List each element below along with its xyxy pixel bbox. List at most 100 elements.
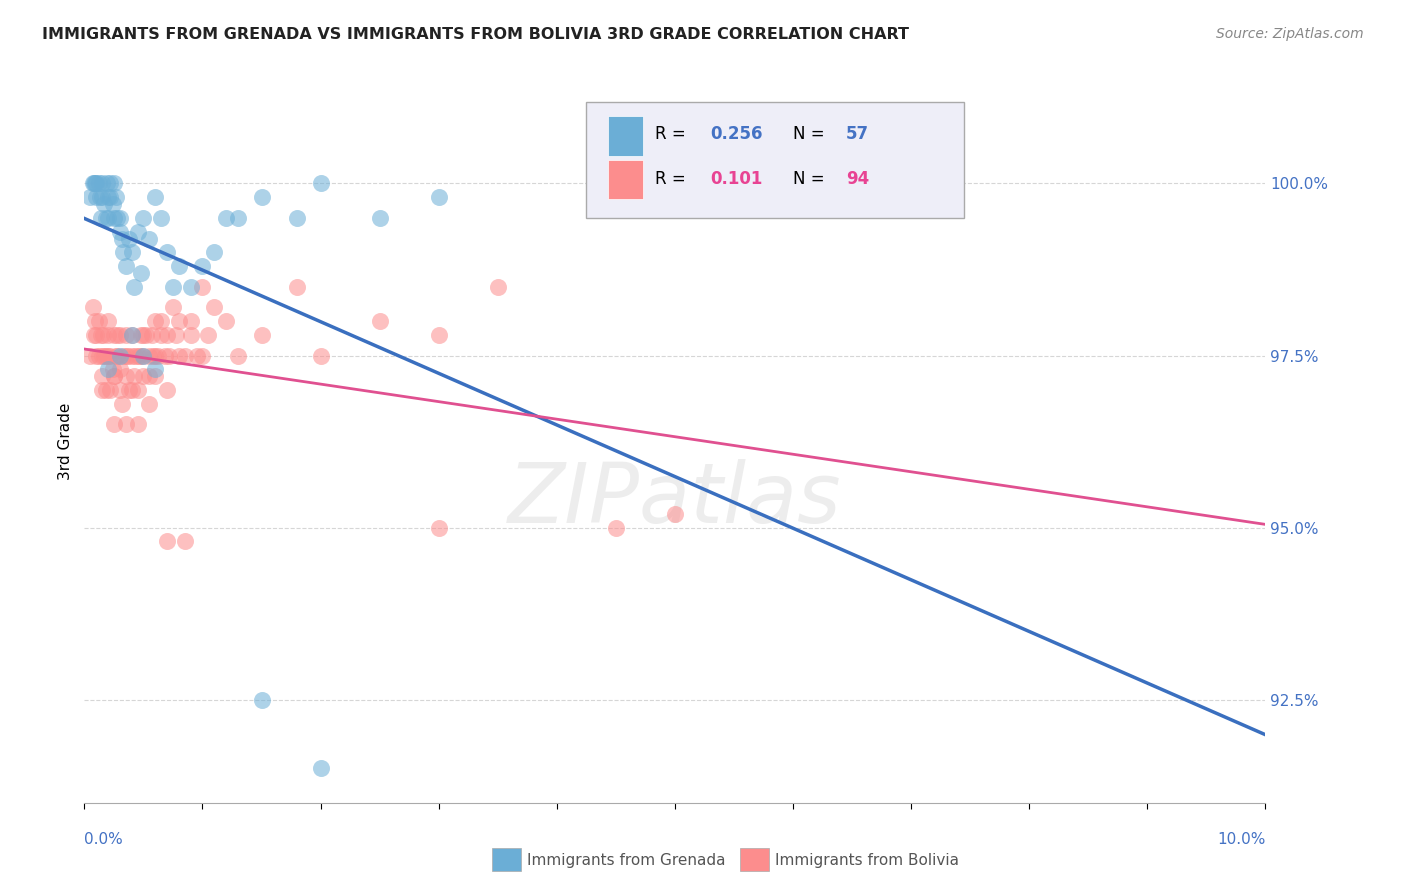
Point — [87, 177, 110, 191]
Point — [121, 349, 143, 363]
FancyBboxPatch shape — [492, 848, 522, 871]
Point — [250, 692, 273, 706]
Text: N =: N = — [793, 126, 830, 144]
Point — [97, 211, 120, 225]
Point — [138, 397, 160, 411]
Point — [156, 327, 179, 342]
Point — [114, 259, 136, 273]
Point — [91, 177, 114, 191]
Point — [143, 314, 166, 328]
Point — [605, 520, 627, 534]
Point — [98, 383, 121, 397]
Point — [82, 177, 104, 191]
Text: 10.0%: 10.0% — [1218, 831, 1265, 847]
Point — [122, 279, 145, 293]
Point — [108, 383, 131, 397]
Point — [90, 327, 112, 342]
Point — [97, 362, 120, 376]
Point — [105, 190, 128, 204]
Point — [114, 349, 136, 363]
Point — [127, 225, 149, 239]
Point — [111, 231, 134, 245]
Point — [91, 190, 114, 204]
Point — [84, 327, 107, 342]
Point — [285, 211, 308, 225]
Point — [112, 349, 135, 363]
Point — [166, 327, 188, 342]
Point — [121, 327, 143, 342]
Point — [101, 197, 124, 211]
Point — [108, 211, 131, 225]
Point — [132, 327, 155, 342]
Point — [153, 349, 176, 363]
Point — [427, 520, 450, 534]
Point — [132, 349, 155, 363]
Point — [91, 383, 114, 397]
Point — [118, 383, 141, 397]
Point — [112, 245, 135, 260]
Point — [156, 245, 179, 260]
Point — [101, 362, 124, 376]
Point — [93, 349, 115, 363]
Point — [91, 327, 114, 342]
Point — [215, 211, 238, 225]
Point — [186, 349, 208, 363]
Point — [103, 417, 125, 432]
Point — [127, 417, 149, 432]
Point — [150, 211, 173, 225]
Point — [127, 383, 149, 397]
Point — [90, 211, 112, 225]
Point — [132, 211, 155, 225]
Point — [94, 211, 117, 225]
Point — [91, 349, 114, 363]
Point — [132, 369, 155, 384]
Point — [98, 190, 121, 204]
Point — [83, 327, 105, 342]
Point — [114, 327, 136, 342]
Point — [103, 211, 125, 225]
Point — [129, 327, 152, 342]
Point — [180, 279, 202, 293]
Point — [84, 190, 107, 204]
Point — [97, 349, 120, 363]
Point — [114, 369, 136, 384]
Point — [173, 349, 195, 363]
Point — [191, 259, 214, 273]
Point — [94, 349, 117, 363]
FancyBboxPatch shape — [607, 116, 643, 156]
Point — [97, 314, 120, 328]
Point — [97, 190, 120, 204]
FancyBboxPatch shape — [586, 102, 965, 218]
Point — [427, 327, 450, 342]
Text: Source: ZipAtlas.com: Source: ZipAtlas.com — [1216, 27, 1364, 41]
Point — [96, 177, 118, 191]
Point — [103, 177, 125, 191]
Point — [191, 279, 214, 293]
Point — [146, 349, 169, 363]
Point — [103, 369, 125, 384]
Point — [108, 349, 131, 363]
Point — [108, 327, 131, 342]
Point — [486, 279, 509, 293]
Point — [285, 279, 308, 293]
Point — [107, 349, 129, 363]
Point — [180, 327, 202, 342]
Point — [180, 314, 202, 328]
Point — [98, 177, 121, 191]
Point — [143, 362, 166, 376]
Point — [427, 190, 450, 204]
Point — [103, 327, 125, 342]
Point — [309, 349, 332, 363]
Point — [167, 259, 190, 273]
Text: 0.256: 0.256 — [710, 126, 763, 144]
Point — [87, 314, 110, 328]
Point — [664, 507, 686, 521]
Text: N =: N = — [793, 170, 830, 188]
Point — [173, 534, 195, 549]
Point — [108, 362, 131, 376]
Point — [143, 190, 166, 204]
Text: R =: R = — [655, 170, 690, 188]
Point — [141, 327, 163, 342]
Point — [226, 349, 249, 363]
Point — [202, 301, 225, 315]
